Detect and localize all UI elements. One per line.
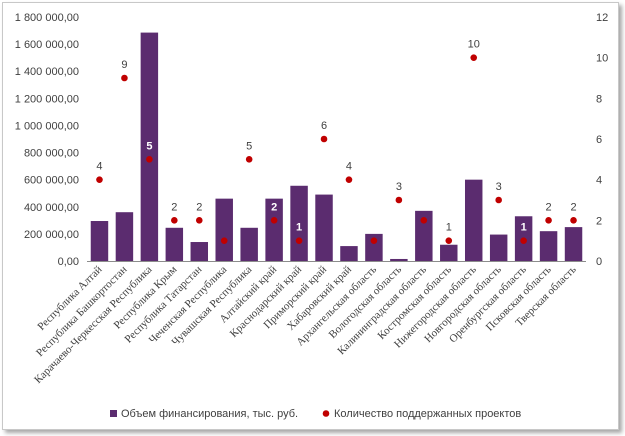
point-data-label: 9 (121, 59, 127, 71)
bar-mark (315, 194, 333, 261)
project-count-point (395, 196, 403, 204)
bar-mark (390, 258, 408, 261)
legend-bar-label: Объем финансирования, тыс. руб. (121, 408, 298, 420)
bar-mark (140, 32, 159, 261)
point-data-label: 1 (446, 222, 452, 234)
point-data-label: 2 (546, 201, 552, 213)
bar-mark (165, 227, 184, 261)
y-left-tick-label: 800 000,00 (24, 148, 79, 160)
bar-mark (564, 227, 583, 261)
point-data-label: 10 (468, 39, 480, 51)
point-data-label: 5 (246, 140, 252, 152)
project-count-point (171, 217, 178, 224)
point-data-label: 2 (171, 201, 177, 213)
point-data-label: 2 (421, 201, 427, 213)
project-count-point (345, 176, 353, 183)
legend-point-swatch (322, 410, 330, 417)
project-count-point (295, 237, 303, 244)
project-count-point (320, 135, 328, 143)
point-data-label: 2 (271, 201, 277, 213)
point-data-label: 5 (146, 140, 152, 152)
project-count-point (96, 176, 103, 183)
y-right-tick-label: 2 (596, 215, 602, 227)
y-left-tick-label: 1 800 000,00 (15, 12, 79, 24)
bar-mark (365, 233, 383, 261)
project-count-point (570, 217, 577, 224)
point-data-label: 1 (296, 222, 302, 234)
y-left-tick-label: 1 400 000,00 (15, 66, 79, 78)
point-data-label: 4 (346, 161, 352, 173)
point-data-label: 3 (396, 181, 402, 193)
project-count-point (270, 217, 278, 224)
project-count-point (121, 74, 128, 82)
project-count-point (495, 196, 502, 204)
project-count-point (370, 237, 378, 244)
point-data-label: 6 (321, 120, 327, 132)
bar-mark (440, 244, 458, 261)
y-left-tick-label: 0,00 (58, 256, 79, 268)
y-right-tick-label: 6 (596, 134, 602, 146)
bar-mark (215, 198, 233, 261)
point-data-label: 2 (196, 201, 202, 213)
y-left-tick-label: 1 000 000,00 (15, 120, 79, 132)
y-left-tick-label: 1 200 000,00 (15, 93, 79, 105)
project-count-point (545, 217, 552, 224)
project-count-point (420, 217, 428, 224)
point-data-label: 1 (371, 222, 377, 234)
bar-mark (415, 210, 433, 261)
project-count-point (445, 237, 453, 244)
legend-point-label: Количество поддержанных проектов (334, 408, 521, 420)
bar-mark (265, 198, 283, 261)
point-data-label: 1 (521, 222, 527, 234)
project-count-point (195, 217, 203, 224)
project-count-point (220, 237, 228, 244)
bar-mark (290, 185, 308, 261)
point-data-label: 4 (96, 161, 102, 173)
y-left-tick-label: 1 600 000,00 (15, 39, 79, 51)
project-count-point (245, 156, 253, 163)
y-left-tick-label: 200 000,00 (24, 229, 79, 241)
y-right-tick-label: 10 (596, 53, 608, 65)
y-left-tick-label: 600 000,00 (24, 175, 79, 187)
bar-mark (539, 231, 558, 261)
legend-bar-swatch (110, 410, 117, 417)
bar-mark (489, 234, 508, 261)
y-left-tick-label: 400 000,00 (24, 202, 79, 214)
project-count-point (470, 54, 478, 61)
point-data-label: 3 (496, 181, 502, 193)
y-right-tick-label: 0 (596, 256, 602, 268)
bar-mark (464, 179, 483, 261)
bar-mark (190, 242, 209, 261)
project-count-point (520, 237, 527, 244)
project-count-point (146, 156, 153, 163)
bar-mark (240, 227, 258, 261)
y-right-tick-label: 12 (596, 12, 608, 24)
bar-mark (115, 212, 134, 261)
y-right-tick-label: 8 (596, 93, 602, 105)
chart-frame (2, 2, 619, 430)
bar-mark (340, 246, 358, 261)
point-data-label: 2 (570, 201, 576, 213)
bar-mark (90, 221, 109, 261)
y-right-tick-label: 4 (596, 175, 602, 187)
